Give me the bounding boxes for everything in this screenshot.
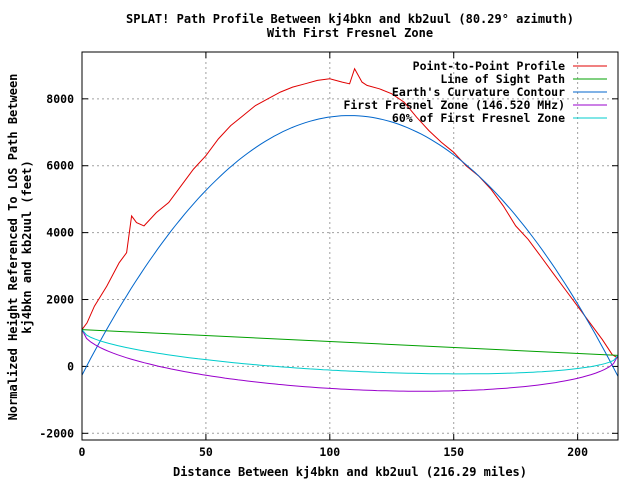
y-tick-label: 8000	[46, 92, 74, 106]
plot-frame	[81, 51, 619, 441]
x-axis-label: Distance Between kj4bkn and kb2uul (216.…	[173, 465, 527, 479]
axis-ticks: 0 50 100 150 200 -2000 0 2000 4000 6000 8000	[39, 52, 618, 459]
legend-label: First Fresnel Zone (146.520 MHz)	[343, 98, 565, 112]
legend-label: Earth's Curvature Contour	[392, 85, 565, 99]
legend-label: 60% of First Fresnel Zone	[392, 111, 565, 125]
x-tick-label: 200	[567, 445, 588, 459]
y-tick-label: 0	[67, 359, 74, 373]
y-axis-label-group: Normalized Height Referenced To LOS Path…	[6, 74, 34, 421]
grid-lines	[81, 52, 618, 440]
series-line-1	[81, 329, 619, 356]
series-line-2	[81, 115, 619, 377]
y-tick-label: 4000	[46, 226, 74, 240]
series-lines	[81, 67, 619, 392]
x-tick-label: 150	[443, 445, 464, 459]
series-line-0	[81, 67, 619, 359]
y-tick-label: -2000	[39, 426, 74, 440]
x-tick-label: 100	[319, 445, 340, 459]
y-axis-label-line1: Normalized Height Referenced To LOS Path…	[6, 74, 20, 421]
legend-label: Line of Sight Path	[440, 72, 565, 86]
series-line-3	[81, 329, 619, 392]
series-line-4	[81, 329, 619, 375]
y-tick-label: 2000	[46, 293, 74, 307]
x-tick-label: 0	[79, 445, 86, 459]
chart-title: SPLAT! Path Profile Between kj4bkn and k…	[126, 12, 574, 26]
x-tick-label: 50	[199, 445, 213, 459]
y-tick-label: 6000	[46, 159, 74, 173]
title-group: SPLAT! Path Profile Between kj4bkn and k…	[126, 12, 574, 40]
y-axis-label-line2: kj4bkn and kb2uul (feet)	[20, 160, 34, 333]
chart-subtitle: With First Fresnel Zone	[267, 26, 433, 40]
legend-label: Point-to-Point Profile	[413, 59, 565, 73]
